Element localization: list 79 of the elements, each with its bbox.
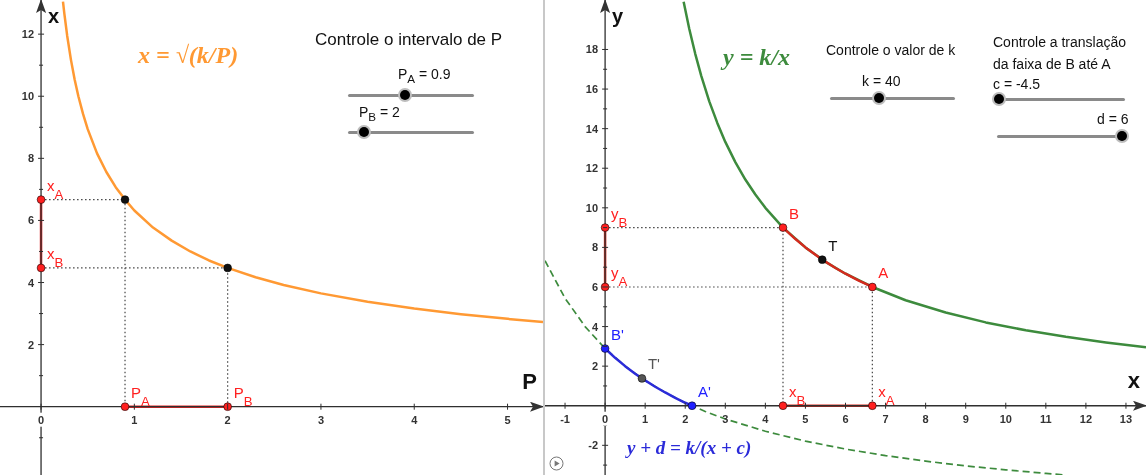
annotation: y$_{B}$ <box>611 204 628 230</box>
annotation: A' <box>698 382 712 400</box>
x-tick-label: 8 <box>922 412 929 425</box>
annotation: T <box>828 236 838 254</box>
point <box>223 263 233 273</box>
point <box>120 402 130 412</box>
x-tick-label: 0 <box>602 412 609 425</box>
y-tick-label: 16 <box>585 83 599 96</box>
x-tick-label: 7 <box>882 412 889 425</box>
y-tick-label: 18 <box>585 43 599 56</box>
text: x = √(k/P) <box>138 42 239 69</box>
point <box>778 223 788 232</box>
point <box>600 344 610 353</box>
point <box>637 374 647 383</box>
y-tick-label: 2 <box>27 338 35 351</box>
y-tick-label: 8 <box>591 241 599 254</box>
annotation: k = 40 <box>862 73 901 90</box>
point <box>36 263 46 273</box>
annotation: Controle o valor de k <box>826 42 956 59</box>
annotation: T' <box>647 355 661 373</box>
x-tick-label: 5 <box>802 412 809 425</box>
annotation: P$_{B}$ <box>233 383 253 409</box>
annotation: A <box>878 263 889 281</box>
line-series <box>61 0 543 324</box>
annotation: B <box>789 204 800 222</box>
x-tick-label: 1 <box>642 412 649 425</box>
x-axis-title: P <box>522 368 537 394</box>
x-tick-label: 3 <box>317 413 325 426</box>
annotation: c = -4.5 <box>993 76 1041 93</box>
annotation: P$_{A}$ <box>131 383 151 409</box>
y-tick-label: -2 <box>588 439 599 452</box>
point <box>600 223 610 232</box>
x-tick-label: 2 <box>682 412 689 425</box>
x-tick-label: 2 <box>224 413 231 426</box>
annotation: x$_{A}$ <box>878 382 895 408</box>
y-tick-label: 12 <box>585 162 599 175</box>
text: y + d = k/(x + c) <box>627 437 752 459</box>
point <box>687 401 697 411</box>
y-tick-label: 12 <box>21 28 35 41</box>
x-tick-label: 10 <box>999 412 1012 425</box>
annotation: d = 6 <box>1097 111 1129 128</box>
point <box>223 402 233 412</box>
x-tick-label: 4 <box>411 413 419 426</box>
y-tick-label: 4 <box>27 276 35 289</box>
y-tick-label: 10 <box>21 90 35 103</box>
y-tick-label: 6 <box>591 280 599 293</box>
y-tick-label: 6 <box>27 214 35 227</box>
annotation: B' <box>611 325 625 343</box>
x-tick-label: 12 <box>1079 412 1093 425</box>
x-tick-label: 13 <box>1119 412 1133 425</box>
y-tick-label: 14 <box>585 122 599 135</box>
annotation: x$_{B}$ <box>47 244 64 270</box>
annotation: P$_{B}$ = 2 <box>359 104 400 124</box>
point <box>36 195 46 205</box>
x-tick-label: 5 <box>504 413 511 426</box>
x-tick-label: 0 <box>37 413 45 426</box>
annotation: Controle o intervalo de P <box>315 30 503 50</box>
y-tick-label: 10 <box>585 201 599 214</box>
x-axis-title: x <box>1127 367 1140 393</box>
x-tick-label: 11 <box>1040 412 1052 425</box>
y-axis-title: y <box>612 5 624 27</box>
annotation: y$_{A}$ <box>611 263 628 289</box>
y-tick-label: 8 <box>27 152 35 165</box>
x-tick-label: 6 <box>842 412 849 425</box>
point <box>867 282 877 292</box>
annotation: x$_{A}$ <box>47 176 64 202</box>
y-tick-label: 2 <box>591 360 599 373</box>
y-axis-title: x <box>48 5 60 27</box>
x-tick-label: 4 <box>762 412 770 425</box>
annotation: x$_{B}$ <box>789 382 806 408</box>
point <box>778 401 788 411</box>
y-tick-label: 4 <box>591 320 599 333</box>
point <box>867 401 877 411</box>
annotation: P$_{A}$ = 0.9 <box>398 66 451 86</box>
x-tick-label: 9 <box>962 412 969 425</box>
x-tick-label: 1 <box>131 413 138 426</box>
point <box>120 195 130 205</box>
point <box>817 255 827 265</box>
x-tick-label: -1 <box>560 412 570 425</box>
